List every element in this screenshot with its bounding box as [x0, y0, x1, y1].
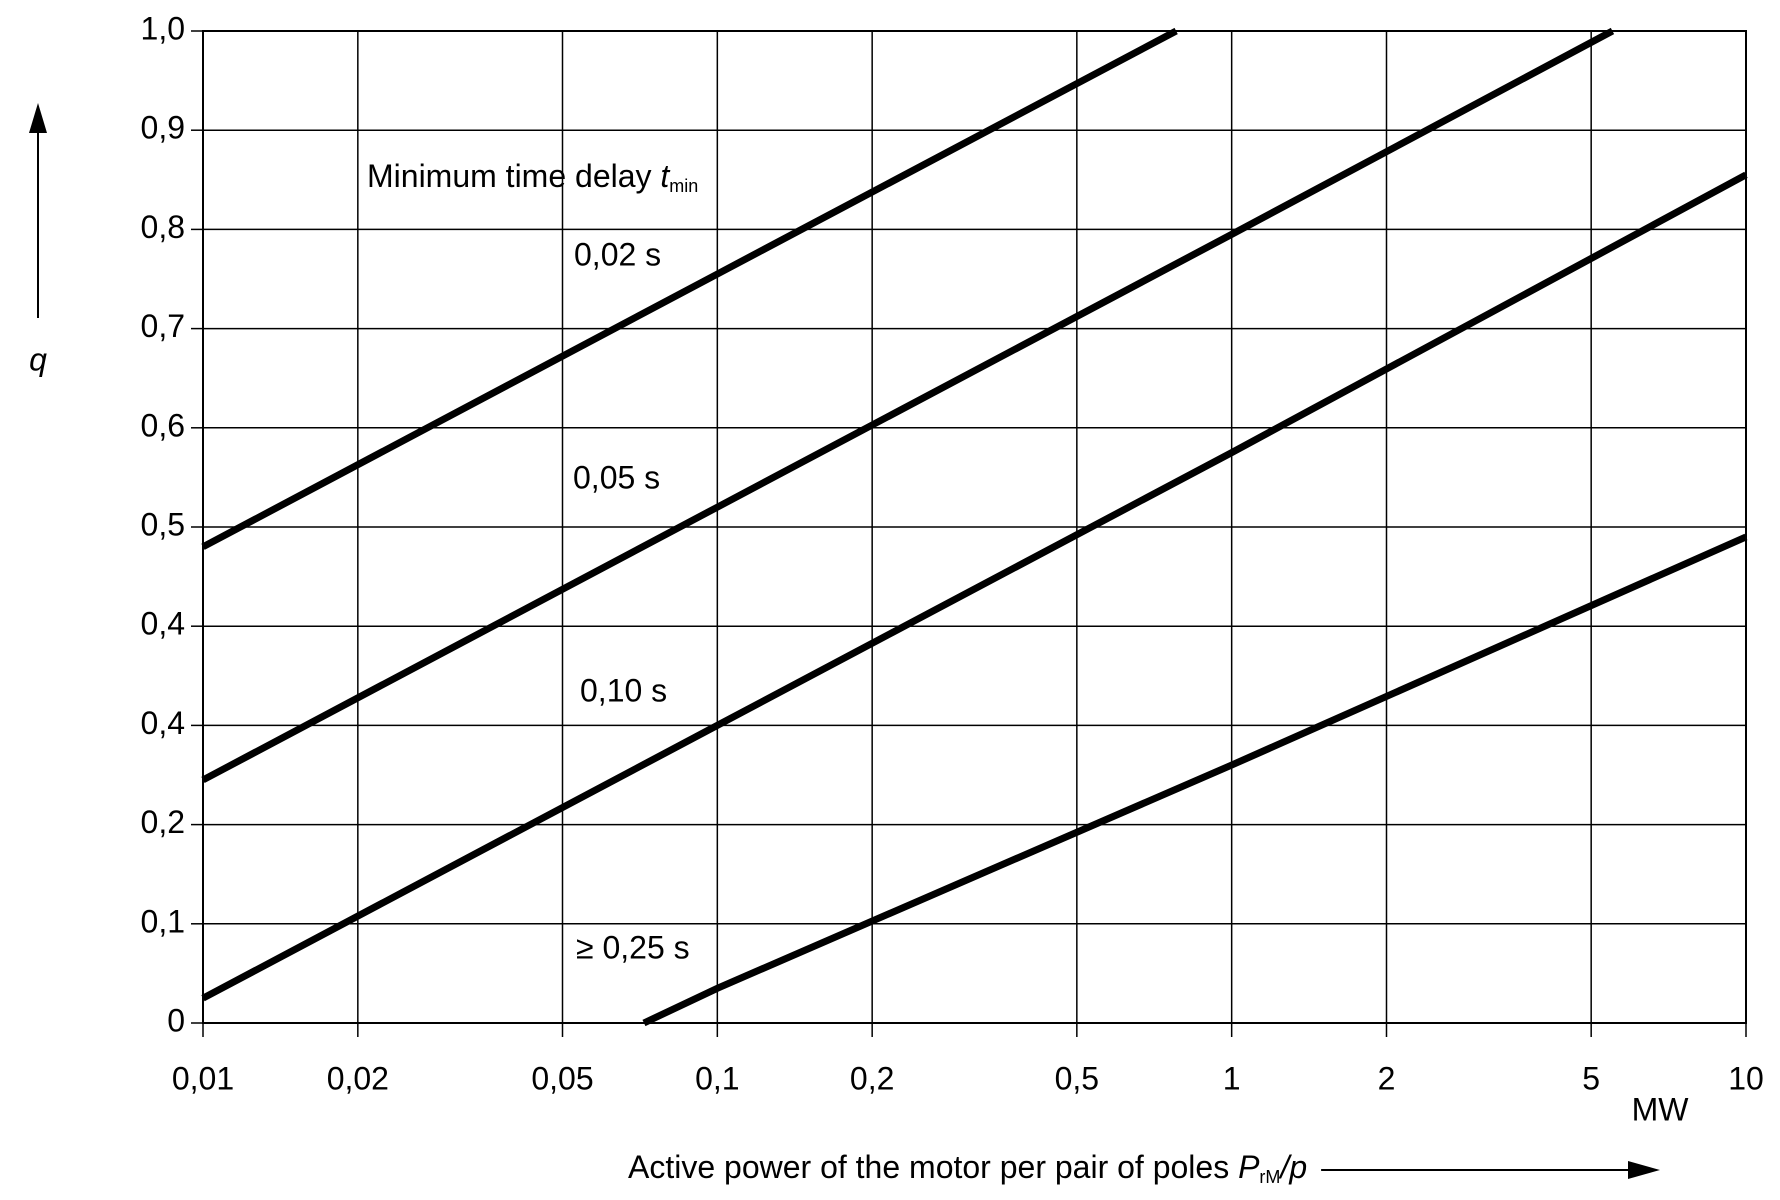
y-tick-label: 1,0 — [141, 10, 185, 46]
x-tick-label: 2 — [1378, 1060, 1396, 1096]
series-label: ≥ 0,25 s — [576, 929, 690, 965]
x-tick-label: 1 — [1223, 1060, 1241, 1096]
y-tick-label: 0,5 — [141, 506, 185, 542]
y-tick-label: 0,9 — [141, 110, 185, 146]
x-tick-label: 0,02 — [327, 1060, 389, 1096]
x-arrow-head — [1628, 1161, 1660, 1179]
annotation-text: Minimum time delay — [367, 158, 660, 194]
y-tick-label: 0,7 — [141, 308, 185, 344]
plot-frame — [202, 30, 1747, 1024]
x-tick-label: 0,1 — [695, 1060, 739, 1096]
y-tick-label: 0,1 — [141, 903, 185, 939]
series-label: 0,05 s — [573, 459, 660, 495]
annotation: Minimum time delay tmin — [367, 158, 698, 195]
y-tick-label: 0,8 — [141, 209, 185, 245]
series-label: 0,10 s — [580, 672, 667, 708]
x-axis-label: Active power of the motor per pair of po… — [628, 1149, 1307, 1186]
x-axis-label-suffix: /p — [1278, 1149, 1307, 1185]
series-line — [201, 27, 1178, 550]
x-tick-label: 0,05 — [531, 1060, 593, 1096]
y-tick-label: 0 — [167, 1002, 185, 1038]
series-line — [201, 27, 1615, 784]
series-line — [201, 171, 1748, 1002]
x-tick-label: 0,2 — [850, 1060, 894, 1096]
annotation-subscript: min — [669, 176, 698, 196]
x-tick-label: 0,01 — [172, 1060, 234, 1096]
annotation-symbol: t — [660, 158, 670, 194]
x-tick-label: 5 — [1582, 1060, 1600, 1096]
x-axis-label-text: Active power of the motor per pair of po… — [628, 1149, 1238, 1185]
y-tick-label: 0,4 — [141, 705, 185, 741]
series-line — [642, 533, 1748, 1027]
x-unit: MW — [1632, 1091, 1690, 1127]
series-label: 0,02 s — [574, 236, 661, 272]
x-tick-label: 10 — [1728, 1060, 1764, 1096]
y-tick-label: 0,6 — [141, 407, 185, 443]
y-arrow-head — [29, 103, 47, 133]
y-tick-label: 0,2 — [141, 804, 185, 840]
x-axis-label-subscript: rM — [1259, 1167, 1280, 1187]
y-axis-label: q — [29, 341, 47, 377]
x-axis-label-symbol: P — [1238, 1149, 1260, 1185]
x-tick-label: 0,5 — [1055, 1060, 1099, 1096]
y-tick-label: 0,4 — [141, 606, 185, 642]
